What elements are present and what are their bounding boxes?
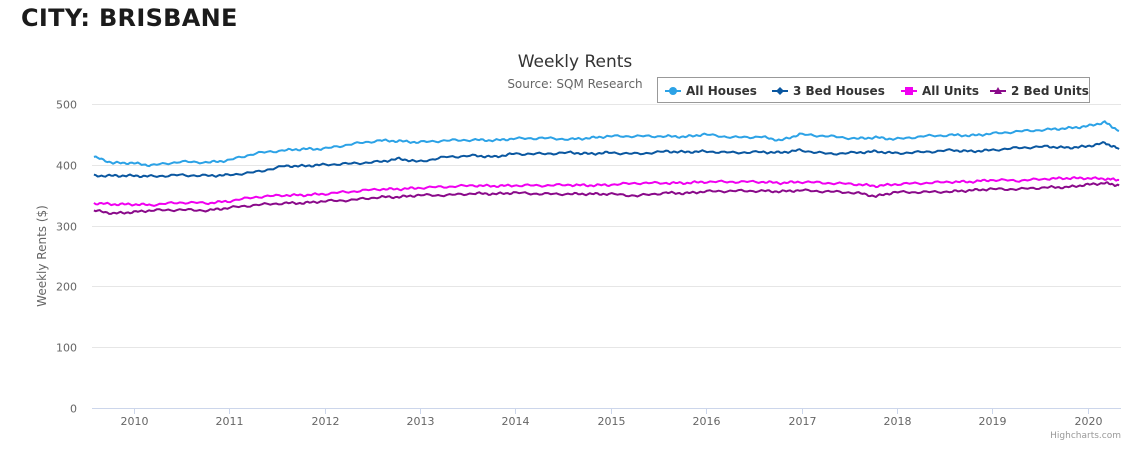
y-axis-title: Weekly Rents ($) [35, 205, 49, 307]
x-tick-label: 2011 [216, 415, 244, 428]
legend-item-all-houses[interactable]: All Houses [665, 84, 757, 98]
legend-item-2-bed-units[interactable]: 2 Bed Units [990, 84, 1089, 98]
legend: All Houses 3 Bed Houses All Units 2 Bed Uni… [657, 77, 1090, 103]
x-tick-label: 2015 [598, 415, 626, 428]
chart-title: Weekly Rents [518, 52, 633, 72]
legend-marker [776, 87, 784, 95]
legend-item-all-units[interactable]: All Units [901, 84, 979, 98]
y-tick-label: 400 [56, 160, 77, 173]
legend-marker [905, 87, 913, 95]
chart-subtitle: Source: SQM Research [507, 77, 642, 91]
y-tick-label: 300 [56, 221, 77, 234]
y-tick-label: 0 [70, 403, 77, 416]
y-tick-label: 500 [56, 99, 77, 112]
y-axis-labels: 0 100 200 300 400 500 [56, 99, 77, 416]
series-line-3-bed-houses [93, 141, 1120, 179]
legend-label: All Houses [686, 84, 757, 98]
legend-marker [994, 87, 1002, 94]
x-tick-label: 2010 [121, 415, 149, 428]
x-tick-label: 2017 [789, 415, 817, 428]
x-tick-label: 2019 [979, 415, 1007, 428]
series-line-all-units [93, 176, 1120, 207]
legend-box [657, 77, 1090, 103]
series-line-2-bed-units [93, 181, 1120, 215]
legend-label: All Units [922, 84, 979, 98]
x-tick-label: 2013 [407, 415, 435, 428]
credits: Highcharts.com [1050, 431, 1121, 441]
legend-label: 2 Bed Units [1011, 84, 1089, 98]
legend-marker [669, 87, 677, 95]
x-axis-labels: 2010 2011 2012 2013 2014 2015 2016 2017 2018 2019… [121, 408, 1103, 428]
series-line-all-houses [93, 120, 1120, 168]
x-tick-label: 2012 [312, 415, 340, 428]
legend-label: 3 Bed Houses [793, 84, 885, 98]
x-tick-label: 2018 [884, 415, 912, 428]
y-tick-label: 100 [56, 342, 77, 355]
page-heading: CITY: BRISBANE [21, 4, 238, 32]
gridlines [92, 104, 1121, 409]
y-tick-label: 200 [56, 281, 77, 294]
x-tick-label: 2014 [502, 415, 530, 428]
x-tick-label: 2016 [693, 415, 721, 428]
x-tick-label: 2020 [1075, 415, 1103, 428]
series-lines [93, 120, 1120, 215]
legend-item-3-bed-houses[interactable]: 3 Bed Houses [772, 84, 885, 98]
